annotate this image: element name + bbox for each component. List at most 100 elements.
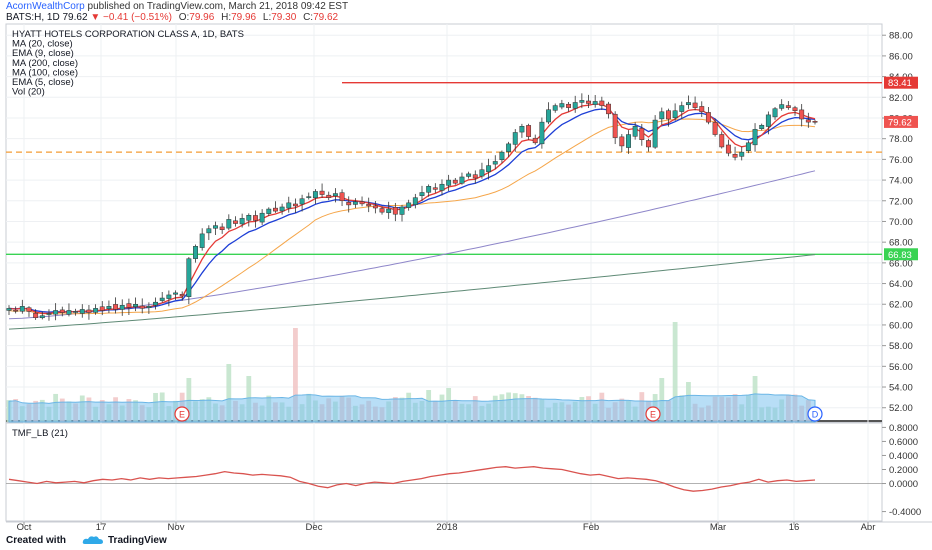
- footer: Created with TradingView: [0, 530, 932, 550]
- volume-ma-area: [8, 393, 816, 423]
- publish-line: AcornWealthCorp published on TradingView…: [6, 1, 348, 13]
- candle-body: [546, 109, 552, 123]
- candle-body: [339, 192, 345, 202]
- candle-body: [139, 305, 145, 309]
- author-link[interactable]: AcornWealthCorp: [6, 1, 85, 12]
- candle-body: [699, 106, 705, 113]
- candle-body: [759, 124, 765, 129]
- candle-body: [332, 193, 338, 197]
- legend-item: EMA (5, close): [12, 77, 74, 88]
- y-tick-label: 72.00: [889, 196, 913, 207]
- candle-body: [126, 303, 132, 308]
- price-badge: [884, 76, 918, 89]
- candle-body: [439, 183, 445, 191]
- candle-body: [359, 201, 365, 205]
- candle-body: [745, 142, 751, 151]
- x-tick-label: Oct: [17, 522, 32, 530]
- candle-body: [412, 197, 418, 205]
- candle-body: [372, 205, 378, 209]
- created-with-text: Created with: [6, 535, 67, 546]
- candle-body: [346, 202, 352, 206]
- x-tick-label: 16: [789, 522, 800, 530]
- candle-body: [799, 109, 805, 120]
- candle-body: [632, 126, 638, 137]
- candle-body: [606, 103, 611, 115]
- candle-body: [559, 103, 565, 108]
- price-badge: [884, 115, 918, 128]
- candle-body: [452, 179, 458, 184]
- candle-body: [113, 304, 119, 310]
- symbol-line: BATS:H, 1D 79.62 ▼ −0.41 (−0.51%) O:79.9…: [6, 12, 338, 24]
- candle-body: [153, 301, 158, 306]
- x-tick-label: Nov: [168, 522, 185, 530]
- candle-body: [626, 134, 631, 148]
- candle-body: [86, 309, 92, 313]
- down-arrow-icon: ▼: [90, 12, 101, 23]
- ma20-line: [8, 118, 816, 315]
- candle-body: [705, 112, 711, 123]
- volume-bar: [672, 322, 678, 422]
- tmf-line: [8, 466, 816, 492]
- y-tick-label: 54.00: [889, 383, 913, 394]
- tmf-tick-label: 0.0000: [889, 479, 918, 490]
- candle-body: [239, 218, 245, 225]
- candle-body: [712, 122, 718, 135]
- tmf-axis[interactable]: 0.8000 0.6000 0.4000 0.2000 0.0000 -0.4000: [882, 423, 921, 518]
- candle-body: [219, 226, 225, 230]
- candles[interactable]: [6, 93, 818, 321]
- open-value: 79.96: [189, 12, 215, 23]
- tradingview-cloud-icon: [82, 536, 103, 544]
- candle-body: [612, 113, 618, 138]
- event-marker: [645, 406, 661, 422]
- legend-item: MA (20, close): [12, 39, 73, 50]
- candle-body: [659, 111, 665, 120]
- chart-canvas[interactable]: EED TMF_LB (21) 88.0086.0084.0082.0080.0…: [0, 0, 932, 530]
- candle-body: [426, 186, 432, 193]
- x-tick-label: 17: [96, 522, 107, 530]
- candle-body: [173, 292, 178, 295]
- candle-body: [785, 105, 791, 108]
- candle-body: [765, 114, 771, 127]
- candle-body: [233, 220, 238, 224]
- candle-body: [39, 315, 45, 319]
- ema5-line: [8, 103, 816, 315]
- y-tick-label: 56.00: [889, 362, 913, 373]
- candle-body: [312, 191, 318, 199]
- price-badge-label: 79.62: [888, 117, 912, 128]
- candle-body: [419, 192, 425, 196]
- horizontal-levels[interactable]: [6, 82, 882, 255]
- y-tick-label: 64.00: [889, 279, 913, 290]
- high-label: H:: [221, 12, 232, 23]
- candle-body: [652, 119, 658, 148]
- close-label: C:: [303, 12, 314, 23]
- tmf-indicator: TMF_LB (21): [6, 428, 882, 492]
- chart-header: AcornWealthCorp published on TradingView…: [6, 0, 926, 26]
- tmf-tick-label: 0.8000: [889, 423, 918, 434]
- x-tick-label: Apr: [861, 522, 876, 530]
- price-badges: 83.41 79.62 66.83: [884, 76, 918, 261]
- candle-body: [53, 310, 59, 315]
- candle-body: [679, 105, 685, 112]
- event-marker: [174, 406, 190, 422]
- candle-body: [772, 108, 778, 118]
- candle-body: [472, 174, 478, 179]
- x-tick-label: 2018: [436, 522, 457, 530]
- last-price: 79.62: [62, 12, 88, 23]
- candle-body: [193, 246, 198, 259]
- tradingview-brand[interactable]: TradingView: [108, 535, 167, 546]
- candle-body: [93, 308, 99, 313]
- candle-body: [166, 294, 172, 299]
- open-label: O:: [178, 12, 190, 23]
- candle-body: [725, 144, 731, 154]
- candle-body: [66, 310, 72, 315]
- time-axis[interactable]: Oct 17 Nov Dec 2018 Feb Mar 16 Apr: [17, 522, 876, 530]
- moving-averages: [8, 103, 816, 330]
- candle-body: [179, 293, 185, 297]
- candle-body: [672, 110, 678, 119]
- candle-body: [286, 202, 292, 209]
- volume-bar: [293, 328, 298, 422]
- y-tick-label: 62.00: [889, 300, 913, 311]
- candle-body: [159, 297, 165, 301]
- candle-body: [19, 306, 25, 312]
